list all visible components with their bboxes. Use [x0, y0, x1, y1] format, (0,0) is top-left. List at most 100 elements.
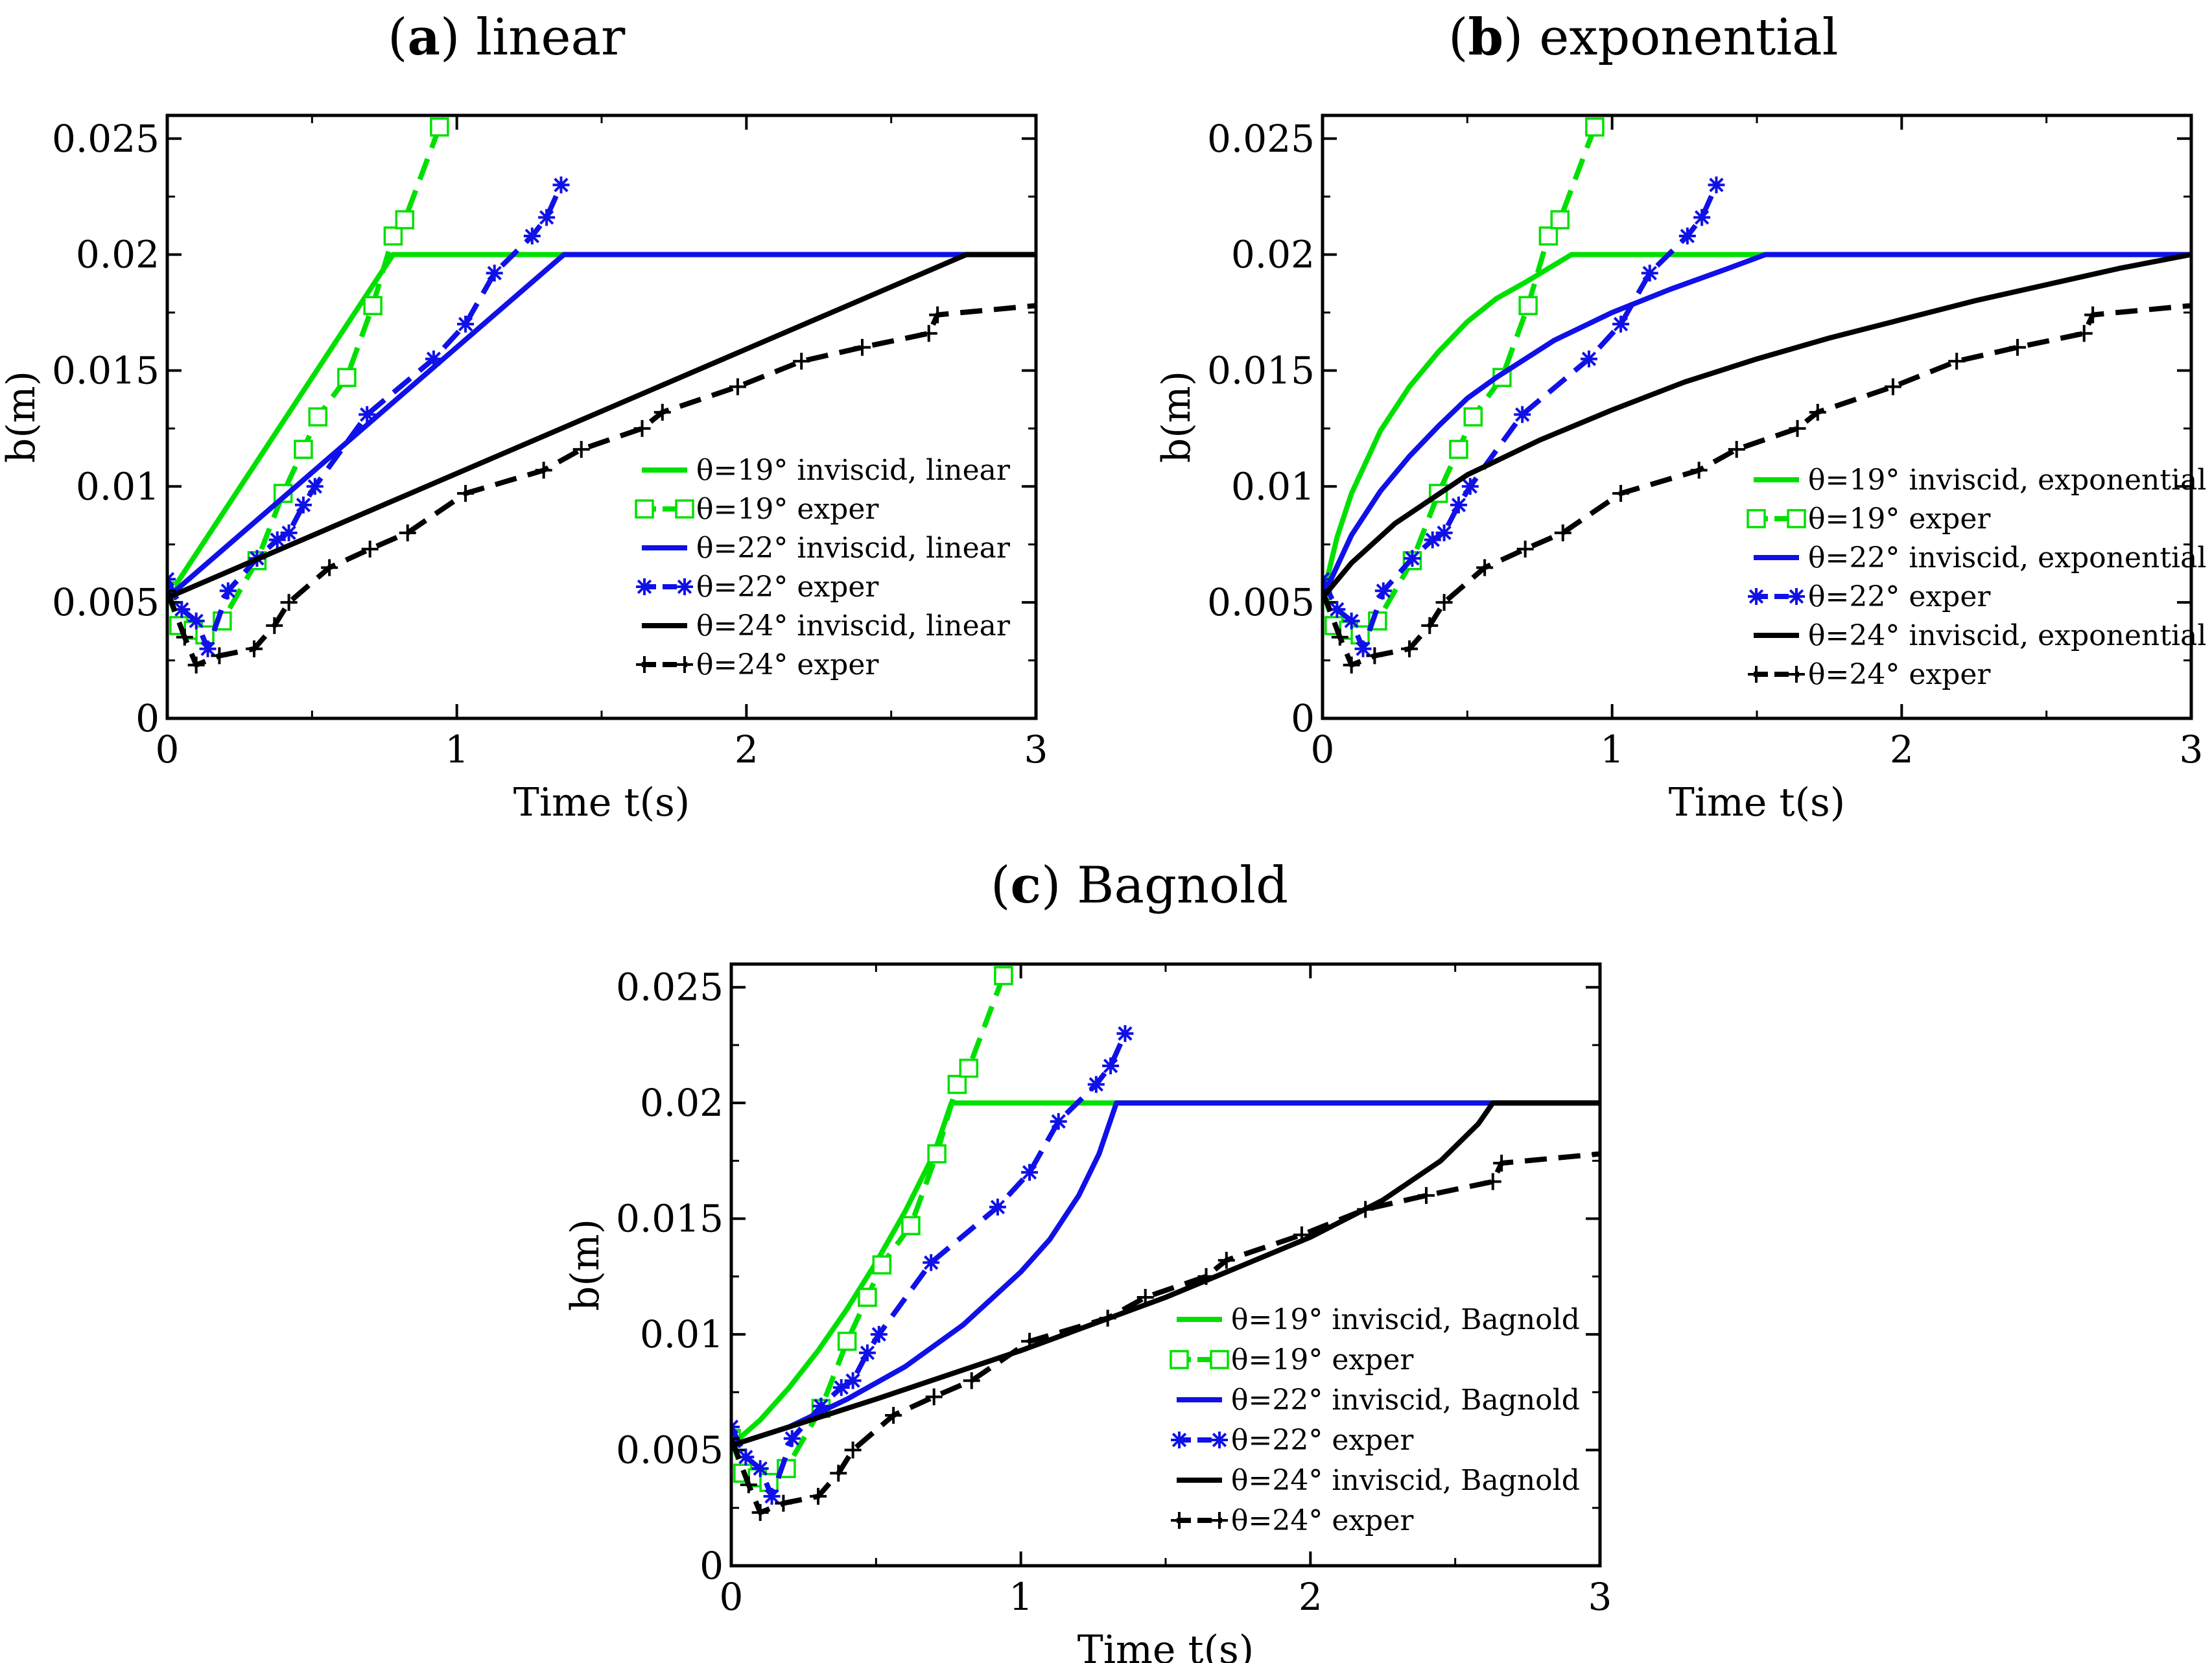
- panel-name-a: linear: [476, 8, 626, 67]
- x-tick-label: 0: [156, 727, 180, 772]
- data-point-marker: [812, 1397, 830, 1415]
- data-point-marker: [837, 1332, 857, 1351]
- y-tick-label: 0.025: [52, 117, 159, 161]
- data-point-marker: [1580, 350, 1597, 368]
- data-point-marker: [731, 1430, 740, 1447]
- legend-marker: [1211, 1432, 1228, 1448]
- panel-letter-a: a: [407, 8, 440, 67]
- legend-marker: [1170, 1350, 1189, 1369]
- data-point-marker: [308, 407, 328, 427]
- data-point-marker: [1948, 353, 1966, 370]
- y-tick-label: 0.02: [76, 233, 159, 277]
- data-point-marker: [1612, 485, 1630, 502]
- legend-label: θ=24° exper: [696, 648, 879, 681]
- data-point-marker: [929, 306, 947, 324]
- data-point-marker: [653, 403, 671, 421]
- data-point-marker: [1374, 582, 1392, 600]
- data-point-marker: [1028, 297, 1036, 314]
- y-tick-label: 0.02: [1231, 233, 1315, 277]
- legend-marker: [1748, 666, 1765, 683]
- panel-name-c: Bagnold: [1077, 856, 1288, 915]
- data-point-marker: [535, 462, 552, 479]
- legend-marker: [636, 578, 653, 595]
- data-point-marker: [1087, 1076, 1105, 1093]
- series-line-0: [1323, 252, 2191, 598]
- legend-marker: [676, 656, 693, 673]
- panel-title-c: (c) Bagnold: [991, 856, 1288, 915]
- series-line-1: [167, 126, 442, 638]
- legend-label: θ=19° inviscid, exponential: [1808, 464, 2206, 497]
- data-point-marker: [1136, 1288, 1154, 1306]
- series-line-3: [731, 1032, 1128, 1499]
- data-point-marker: [885, 1407, 902, 1424]
- data-point-marker: [306, 478, 324, 495]
- data-point-marker: [1493, 1154, 1511, 1172]
- legend-marker: [1748, 588, 1765, 605]
- data-layer: [167, 117, 1036, 674]
- data-point-marker: [1435, 524, 1453, 541]
- data-point-marker: [830, 1465, 847, 1482]
- legend-label: θ=22° inviscid, exponential: [1808, 541, 2206, 574]
- legend-marker: [636, 656, 653, 673]
- data-point-marker: [763, 1487, 781, 1505]
- data-point-marker: [199, 640, 217, 657]
- legend-marker: [1788, 666, 1805, 683]
- data-point-marker: [1789, 419, 1806, 437]
- data-point-marker: [1450, 496, 1467, 513]
- data-layer: [731, 966, 1600, 1521]
- data-point-marker: [1516, 540, 1534, 558]
- data-point-marker: [1050, 1113, 1067, 1130]
- data-point-marker: [872, 1255, 892, 1275]
- data-point-marker: [1884, 378, 1901, 395]
- data-point-marker: [947, 1074, 967, 1094]
- legend: θ=19° inviscid, exponential θ=19° exper θ=…: [1747, 464, 2206, 691]
- data-point-marker: [1476, 559, 1494, 576]
- data-point-marker: [219, 582, 237, 600]
- y-tick-label: 0.015: [616, 1197, 724, 1241]
- y-tick-label: 0.025: [1207, 117, 1315, 161]
- data-point-marker: [246, 640, 263, 657]
- data-point-marker: [2075, 325, 2093, 342]
- data-point-marker: [1693, 209, 1711, 226]
- data-point-marker: [1708, 176, 1725, 194]
- y-axis-label: b(m): [563, 1219, 608, 1311]
- data-point-marker: [337, 368, 357, 387]
- legend-marker: [635, 499, 654, 519]
- y-tick-label: 0.025: [616, 965, 724, 1009]
- legend-marker: [1788, 588, 1805, 605]
- data-point-marker: [920, 325, 937, 342]
- legend: θ=19° inviscid, Bagnold θ=19° exper θ=22° …: [1170, 1303, 1580, 1537]
- data-point-marker: [1343, 656, 1360, 674]
- data-point-marker: [266, 617, 283, 634]
- series-line-2: [731, 1100, 1600, 1448]
- series-line-0: [731, 1100, 1600, 1448]
- x-tick-label: 1: [445, 727, 469, 772]
- x-tick-label: 2: [1890, 727, 1914, 772]
- data-point-marker: [1293, 1226, 1310, 1244]
- data-point-marker: [2084, 306, 2102, 324]
- series-line-4: [167, 252, 1036, 600]
- data-point-marker: [211, 647, 228, 665]
- y-tick-label: 0.01: [1231, 464, 1315, 508]
- legend-label: θ=19° exper: [1231, 1343, 1414, 1376]
- plot-frame: [165, 113, 1038, 720]
- data-point-marker: [363, 296, 382, 316]
- data-point-marker: [925, 1388, 943, 1406]
- data-point-marker: [1197, 1268, 1215, 1285]
- data-point-marker: [729, 378, 746, 395]
- data-point-marker: [1538, 226, 1559, 246]
- y-tick-label: 0.005: [52, 580, 159, 624]
- data-point-marker: [858, 1288, 877, 1307]
- y-tick-label: 0.005: [616, 1428, 724, 1472]
- data-point-marker: [959, 1058, 979, 1078]
- data-point-marker: [538, 209, 556, 226]
- data-point-marker: [457, 315, 475, 333]
- y-tick-label: 0.005: [1207, 580, 1315, 624]
- legend-label: θ=19° exper: [696, 493, 879, 526]
- data-point-marker: [1518, 296, 1538, 316]
- data-point-marker: [457, 485, 475, 502]
- data-point-marker: [1404, 550, 1421, 567]
- data-layer: [1323, 117, 2191, 674]
